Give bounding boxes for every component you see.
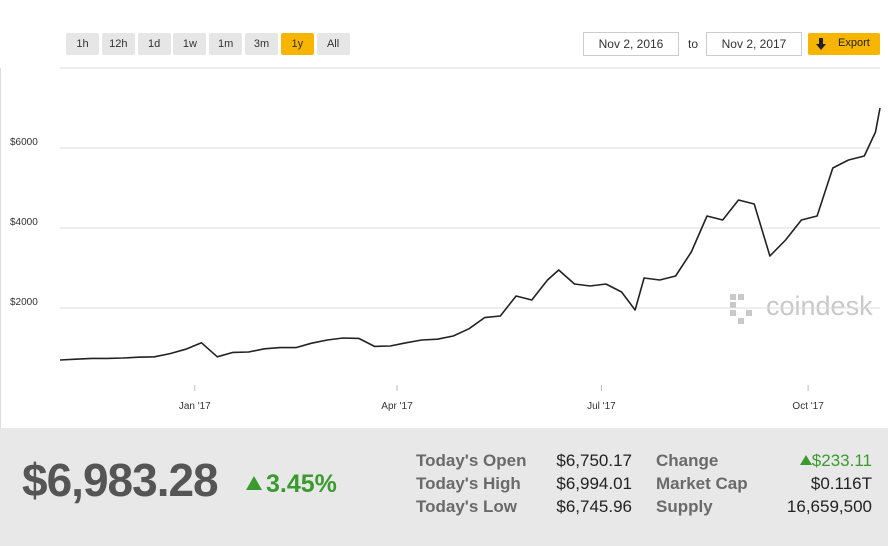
range-button[interactable]: 1d bbox=[137, 33, 171, 55]
stat-value: $6,994.01 bbox=[556, 474, 632, 493]
stat-label: Market Cap bbox=[656, 474, 748, 493]
export-button[interactable]: Export bbox=[808, 33, 880, 55]
range-button[interactable]: 1m bbox=[209, 33, 243, 55]
export-icon bbox=[816, 38, 826, 50]
stat-value: $6,750.17 bbox=[556, 451, 632, 470]
stat-label: Today's High bbox=[416, 474, 521, 493]
stat-value: 16,659,500 bbox=[786, 497, 872, 516]
date-to[interactable]: Nov 2, 2017 bbox=[706, 32, 802, 56]
stat-label: Change bbox=[656, 451, 719, 470]
range-button[interactable]: 1w bbox=[173, 33, 207, 55]
x-tick-label: Jul '17 bbox=[587, 401, 616, 412]
stat-label: Today's Open bbox=[416, 451, 527, 470]
range-button[interactable]: All bbox=[316, 33, 350, 55]
watermark: coindesk bbox=[766, 291, 873, 321]
stat-label: Supply bbox=[656, 497, 713, 516]
stat-value: $6,745.96 bbox=[556, 497, 632, 516]
y-tick-label: $2000 bbox=[10, 297, 38, 308]
change-pct: 3.45% bbox=[266, 470, 337, 498]
chart: coindesk $2000 $4000 $6000 Jan '17 Apr '17 Ju… bbox=[0, 67, 881, 428]
stats-panel bbox=[0, 428, 888, 546]
price-line bbox=[59, 107, 881, 361]
range-button[interactable]: 1h bbox=[66, 33, 99, 55]
x-tick-label: Jan '17 bbox=[179, 401, 211, 412]
x-tick-label: Oct '17 bbox=[792, 401, 824, 412]
export-label: Export bbox=[838, 37, 870, 49]
to-label: to bbox=[688, 37, 699, 51]
watermark-logo bbox=[730, 294, 752, 324]
y-tick-label: $6000 bbox=[10, 137, 38, 148]
stat-value: $0.116T bbox=[810, 474, 872, 493]
range-button[interactable]: 1y bbox=[280, 33, 314, 55]
date-from[interactable]: Nov 2, 2016 bbox=[583, 32, 679, 56]
stat-value: $233.11 bbox=[811, 451, 872, 470]
price: $6,983.28 bbox=[22, 454, 219, 506]
range-button[interactable]: 12h bbox=[101, 33, 135, 55]
change-arrow bbox=[800, 455, 812, 465]
range-button[interactable]: 3m bbox=[245, 33, 278, 55]
stat-label: Today's Low bbox=[416, 497, 518, 516]
up-arrow bbox=[246, 476, 262, 490]
y-tick-label: $4000 bbox=[10, 217, 38, 228]
x-tick-label: Apr '17 bbox=[381, 401, 413, 412]
